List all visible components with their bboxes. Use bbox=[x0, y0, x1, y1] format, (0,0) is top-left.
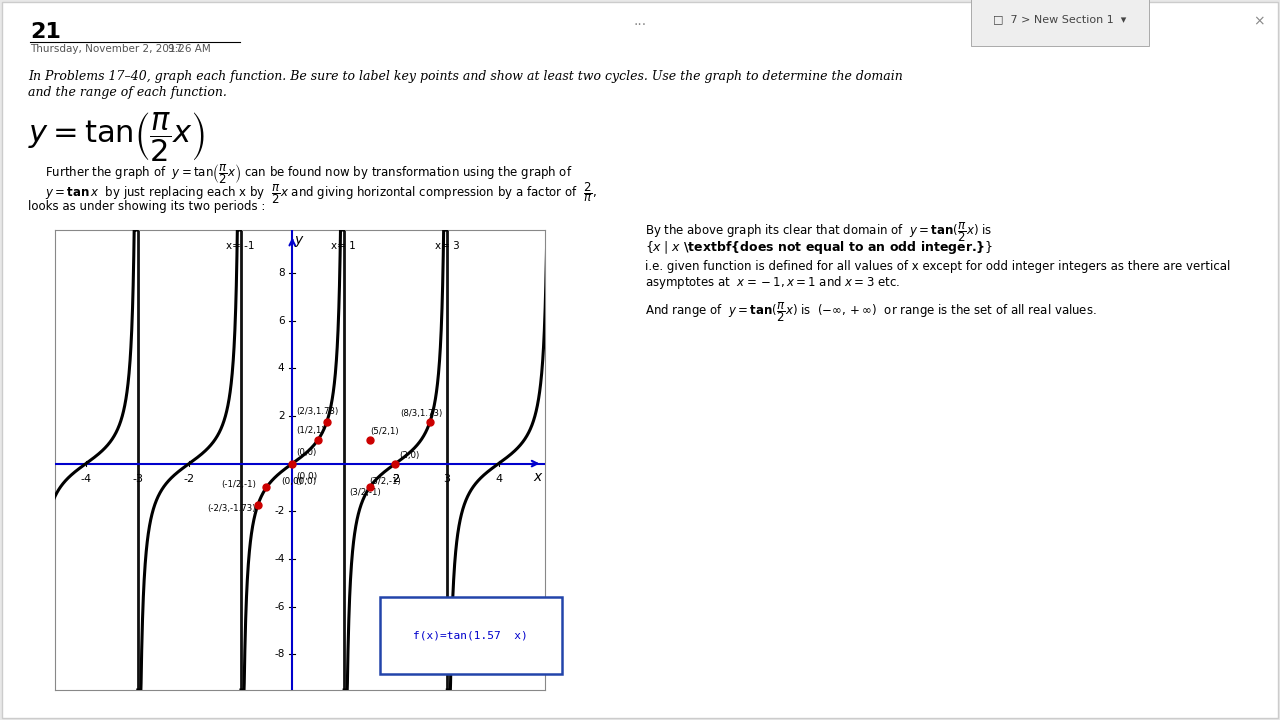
Text: Thursday, November 2, 2017: Thursday, November 2, 2017 bbox=[29, 44, 182, 54]
Text: and the range of each function.: and the range of each function. bbox=[28, 86, 227, 99]
Text: 4: 4 bbox=[495, 474, 502, 485]
Text: ×: × bbox=[1253, 14, 1265, 28]
Text: 21: 21 bbox=[29, 22, 61, 42]
Text: (2/3,1.73): (2/3,1.73) bbox=[297, 407, 339, 415]
Text: Further the graph of  $y = \tan\!\left(\dfrac{\pi}{2}x\right)$ can be found now : Further the graph of $y = \tan\!\left(\d… bbox=[45, 162, 572, 186]
Text: And range of  $y = \mathbf{tan}(\dfrac{\pi}{2} x)$ is  $(-\infty, +\infty)$  or : And range of $y = \mathbf{tan}(\dfrac{\p… bbox=[645, 300, 1097, 324]
Text: -4: -4 bbox=[274, 554, 284, 564]
Text: asymptotes at  $x = -1, x = 1$ and $x = 3$ etc.: asymptotes at $x = -1, x = 1$ and $x = 3… bbox=[645, 274, 900, 291]
Text: (5/2,1): (5/2,1) bbox=[371, 427, 399, 436]
Text: i.e. given function is defined for all values of x except for odd integer intege: i.e. given function is defined for all v… bbox=[645, 260, 1230, 273]
Text: 2: 2 bbox=[392, 474, 399, 485]
Text: $y = \tan\!\left(\dfrac{\pi}{2}x\right)$: $y = \tan\!\left(\dfrac{\pi}{2}x\right)$ bbox=[28, 110, 205, 163]
Text: (2,0): (2,0) bbox=[399, 451, 420, 459]
Text: x= -1: x= -1 bbox=[227, 240, 255, 251]
Text: x: x bbox=[534, 469, 541, 484]
Text: $y = \mathbf{tan}\,x$  by just replacing each x by  $\dfrac{\pi}{2}x$ and giving: $y = \mathbf{tan}\,x$ by just replacing … bbox=[45, 180, 596, 206]
FancyBboxPatch shape bbox=[3, 2, 1277, 718]
Text: ...: ... bbox=[634, 14, 646, 28]
Text: x= 3: x= 3 bbox=[435, 240, 460, 251]
Text: 2: 2 bbox=[278, 411, 284, 421]
Text: looks as under showing its two periods :: looks as under showing its two periods : bbox=[28, 200, 265, 213]
Text: (0,0): (0,0) bbox=[297, 472, 317, 481]
Text: (3/2,-1): (3/2,-1) bbox=[349, 487, 380, 497]
Text: (-2/3,-1.73): (-2/3,-1.73) bbox=[207, 504, 256, 513]
Text: $\{x \mid x$ \textbf{does not equal to an odd integer.}$\}$: $\{x \mid x$ \textbf{does not equal to a… bbox=[645, 239, 993, 256]
Text: 9:26 AM: 9:26 AM bbox=[168, 44, 211, 54]
Text: 3: 3 bbox=[443, 474, 451, 485]
Text: (3/2,-1): (3/2,-1) bbox=[370, 477, 402, 486]
Text: -8: -8 bbox=[274, 649, 284, 660]
Text: 8: 8 bbox=[278, 268, 284, 278]
Text: In Problems 17–40, graph each function. Be sure to label key points and show at : In Problems 17–40, graph each function. … bbox=[28, 70, 902, 83]
Text: -2: -2 bbox=[274, 506, 284, 516]
Text: 2: 2 bbox=[392, 474, 399, 485]
Text: 4: 4 bbox=[278, 363, 284, 373]
Text: (1/2,1): (1/2,1) bbox=[297, 426, 325, 435]
Text: □  7 > New Section 1  ▾: □ 7 > New Section 1 ▾ bbox=[993, 14, 1126, 24]
Text: (0,0): (0,0) bbox=[296, 477, 316, 486]
Text: -2: -2 bbox=[183, 474, 195, 485]
Text: (0,0): (0,0) bbox=[297, 449, 316, 457]
Text: -3: -3 bbox=[132, 474, 143, 485]
Text: -4: -4 bbox=[81, 474, 91, 485]
Text: y: y bbox=[294, 233, 303, 246]
Text: (-1/2,-1): (-1/2,-1) bbox=[221, 480, 256, 490]
Text: By the above graph its clear that domain of  $y = \mathbf{tan}(\dfrac{\pi}{2} x): By the above graph its clear that domain… bbox=[645, 220, 992, 243]
Text: -6: -6 bbox=[274, 602, 284, 611]
Text: (8/3,1.73): (8/3,1.73) bbox=[401, 409, 443, 418]
Text: (0,0): (0,0) bbox=[282, 477, 303, 486]
Text: 6: 6 bbox=[278, 315, 284, 325]
Text: x= 1: x= 1 bbox=[332, 240, 356, 251]
Text: f(x)=tan(1.57  x): f(x)=tan(1.57 x) bbox=[413, 630, 529, 640]
